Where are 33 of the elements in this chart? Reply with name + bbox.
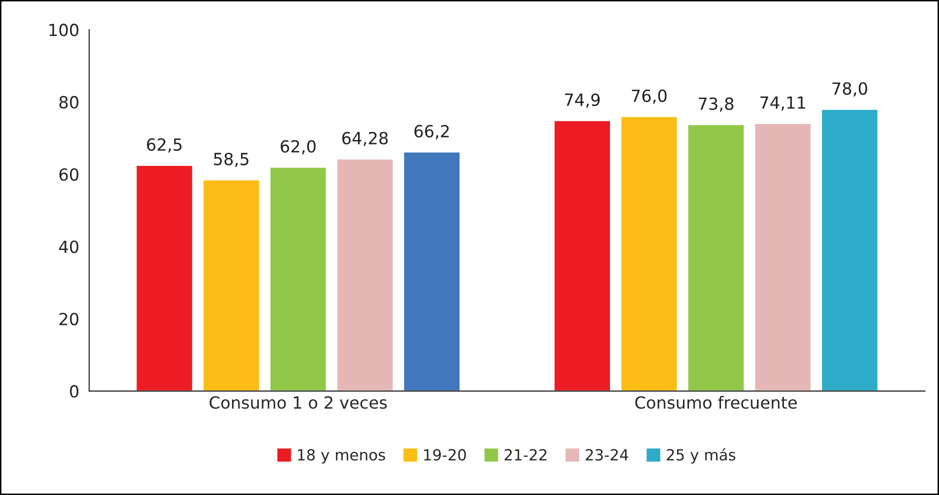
legend-label: 25 y más <box>666 448 736 464</box>
legend-label: 19-20 <box>424 449 466 461</box>
bar <box>202 178 260 392</box>
data-label: 66,2 <box>414 124 449 140</box>
x-tick-label: Consumo frecuente <box>635 396 797 409</box>
data-label: 74,11 <box>760 96 806 111</box>
data-label: 62,5 <box>147 138 182 153</box>
bar <box>135 164 194 392</box>
bar <box>620 116 678 392</box>
bar <box>754 122 812 392</box>
bar <box>686 124 746 392</box>
bar <box>402 151 461 392</box>
legend-label: 23-24 <box>586 449 628 461</box>
bar <box>553 120 612 392</box>
data-label: 78,0 <box>832 82 868 97</box>
y-tick-label: 60 <box>59 168 78 181</box>
y-tick-label: 100 <box>50 24 78 36</box>
x-tick-label: Consumo 1 o 2 veces <box>210 396 387 409</box>
legend-label: 18 y menos <box>298 449 386 464</box>
y-tick-label: 80 <box>59 96 78 109</box>
data-label: 76,0 <box>632 89 667 104</box>
y-tick-label: 0 <box>70 385 78 398</box>
legend-label: 21-22 <box>504 449 546 460</box>
bar <box>820 108 879 392</box>
data-label: 64,28 <box>342 132 388 146</box>
data-label: 74,9 <box>565 93 600 108</box>
bar <box>269 166 328 392</box>
data-label: 73,8 <box>698 97 734 112</box>
bar <box>336 158 394 392</box>
data-label: 62,0 <box>280 140 316 154</box>
y-tick-label: 40 <box>59 240 78 254</box>
data-label: 58,5 <box>214 152 248 168</box>
y-tick-label: 20 <box>59 312 78 326</box>
